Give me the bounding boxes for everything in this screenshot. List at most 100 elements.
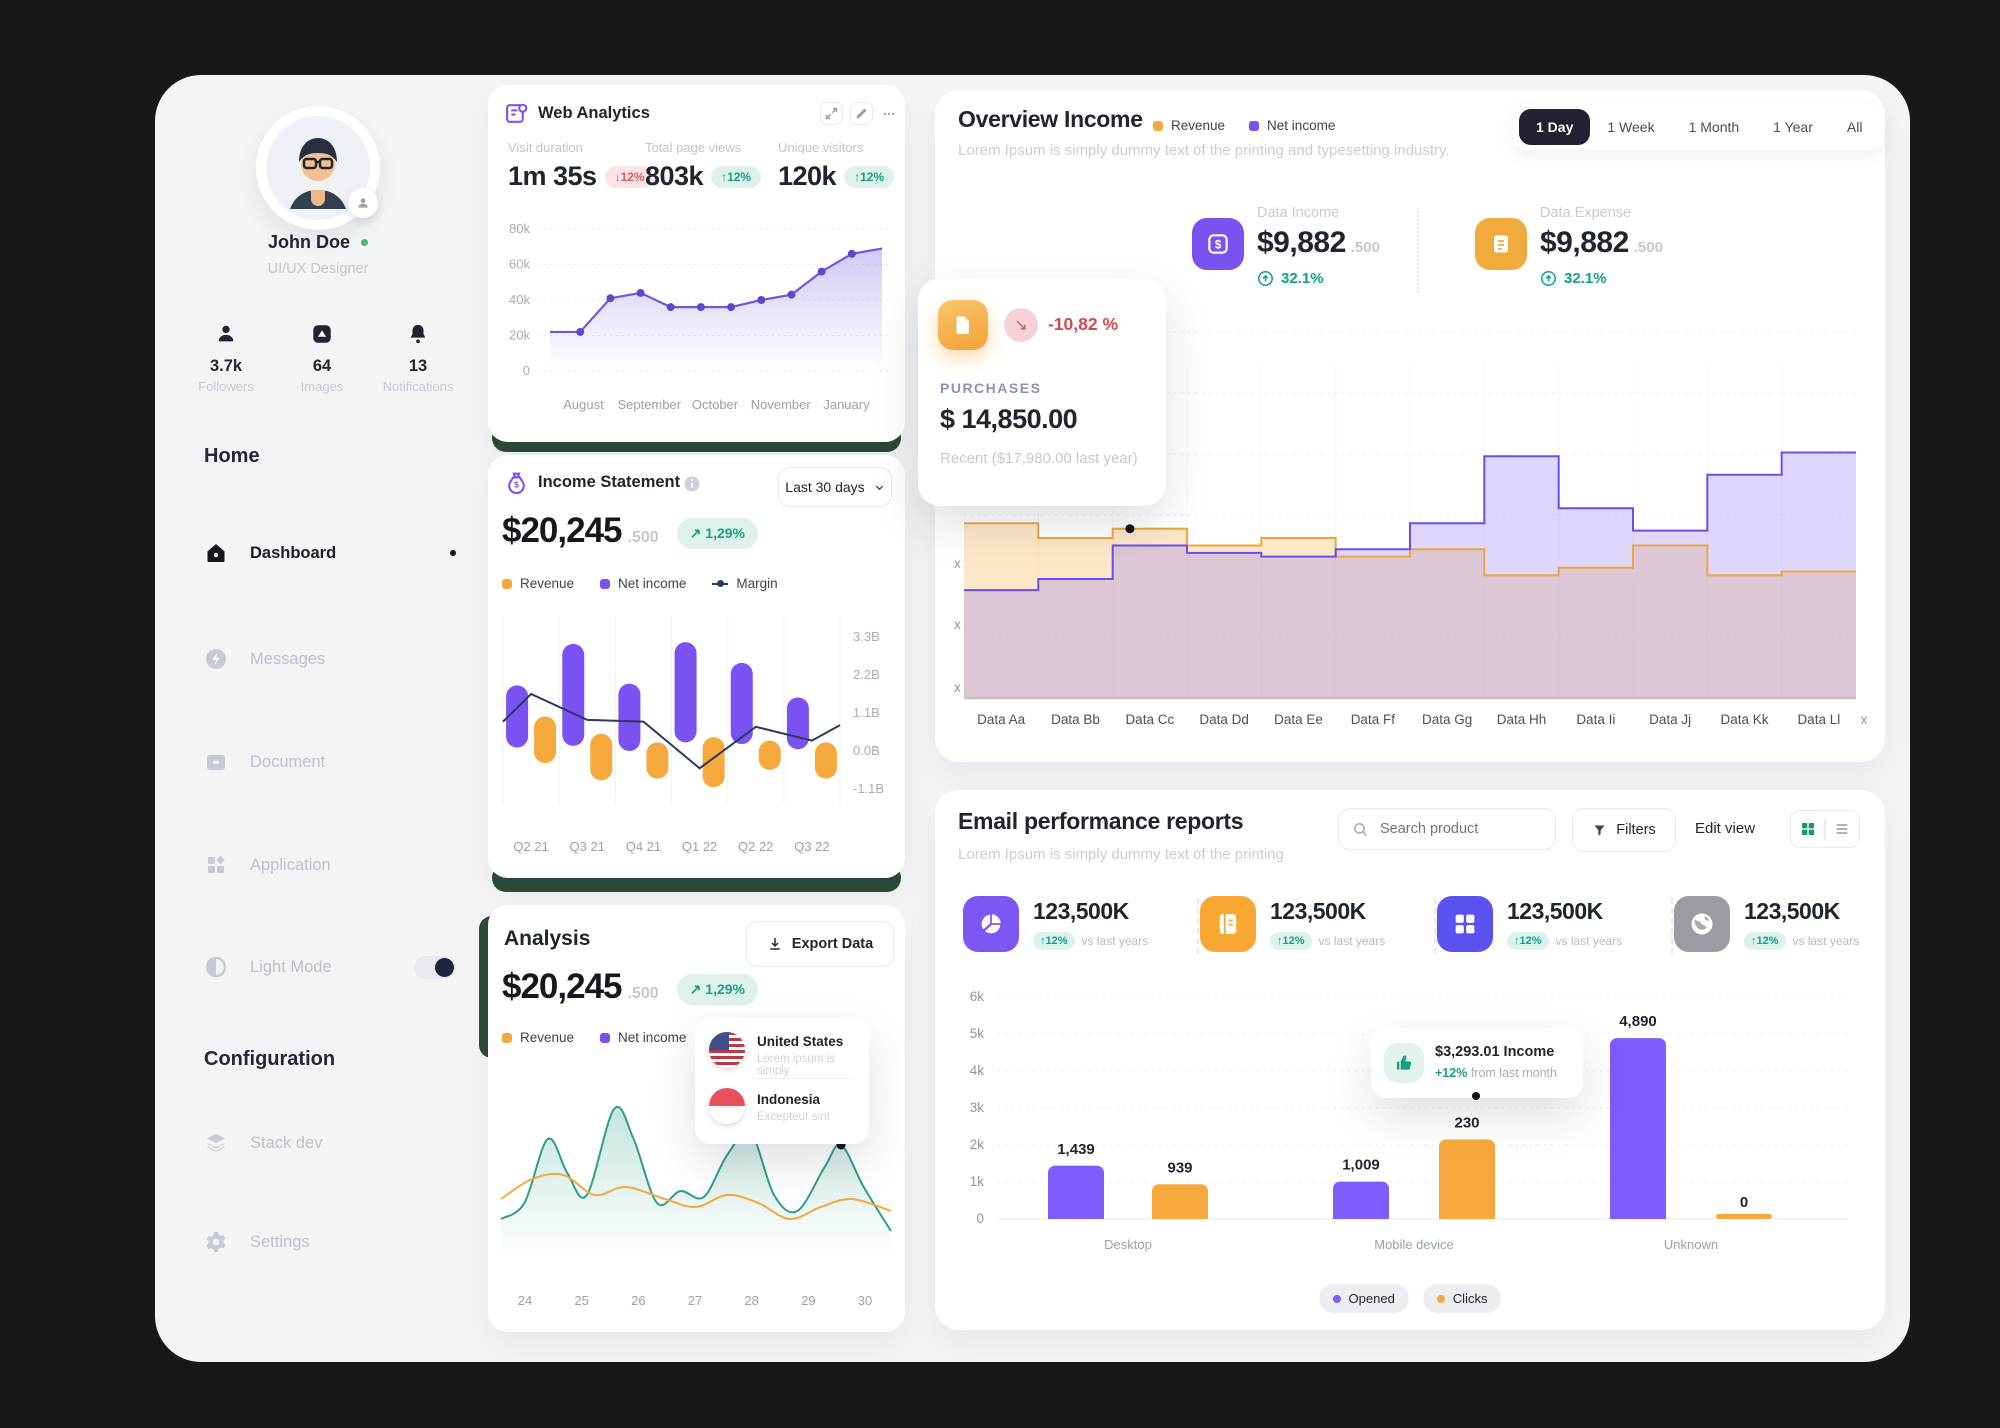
indonesia-flag-icon — [709, 1088, 745, 1124]
tooltip-highlight: +12% — [1435, 1066, 1468, 1080]
filters-button[interactable]: Filters — [1572, 808, 1676, 852]
time-range-tabs: 1 Day 1 Week 1 Month 1 Year All — [1513, 104, 1886, 150]
svg-text:3.3B: 3.3B — [853, 629, 880, 644]
svg-text:1,009: 1,009 — [1342, 1157, 1380, 1174]
tab-1-day[interactable]: 1 Day — [1519, 109, 1591, 145]
sidebar-item-label: Document — [250, 752, 326, 771]
svg-text:Q3 21: Q3 21 — [570, 839, 605, 854]
sidebar-item-settings[interactable]: Settings — [204, 1218, 456, 1266]
svg-text:3k: 3k — [970, 1100, 985, 1115]
legend-clicks[interactable]: Clicks — [1422, 1284, 1502, 1313]
active-dot — [450, 550, 456, 556]
tooltip-subtitle: Lorem ipsum is simply — [757, 1053, 835, 1077]
stat-value: 13 — [408, 357, 428, 375]
svg-text:1.1B: 1.1B — [853, 705, 880, 720]
chart-legend: Revenue Net income — [502, 1030, 686, 1045]
stat-note: vs last years — [1318, 934, 1386, 948]
svg-text:Q3 22: Q3 22 — [794, 839, 829, 854]
tooltip-sub: +12% from last month — [1435, 1066, 1557, 1080]
stat-value: 123,500K — [1033, 898, 1129, 924]
legend-label: Revenue — [1171, 118, 1226, 133]
svg-text:Desktop: Desktop — [1104, 1237, 1152, 1252]
svg-text:$: $ — [514, 480, 519, 490]
gear-icon — [206, 1232, 226, 1252]
web-analytics-icon — [506, 103, 528, 123]
svg-text:Data Kk: Data Kk — [1720, 712, 1768, 727]
tooltip-anchor-dot — [1472, 1092, 1480, 1100]
svg-text:Q2 22: Q2 22 — [738, 839, 773, 854]
info-icon[interactable] — [683, 475, 701, 493]
email-performance-card: Email performance reports Lorem Ipsum is… — [935, 790, 1885, 1330]
sidebar-item-application[interactable]: Application — [204, 841, 456, 889]
legend-opened[interactable]: Opened — [1318, 1284, 1409, 1313]
svg-text:27: 27 — [688, 1293, 702, 1308]
svg-text:1,439: 1,439 — [1057, 1141, 1095, 1158]
amount-value: $20,245 — [502, 511, 623, 550]
sidebar-item-label: Dashboard — [250, 543, 337, 562]
block-label: Data Expense — [1540, 205, 1632, 221]
legend-label: Net income — [618, 576, 687, 591]
filter-icon — [1594, 825, 1605, 836]
list-view-icon[interactable] — [1834, 821, 1850, 837]
sidebar-item-dashboard[interactable]: Dashboard — [204, 529, 456, 577]
grid-view-icon[interactable] — [1800, 821, 1816, 837]
block-decimal: .500 — [1633, 239, 1663, 256]
avatar[interactable] — [256, 106, 380, 230]
export-data-button[interactable]: Export Data — [746, 921, 894, 967]
profile-name: John Doe — [267, 232, 350, 252]
tab-1-month[interactable]: 1 Month — [1688, 119, 1740, 135]
block-change: 32.1% — [1257, 270, 1324, 287]
svg-text:24: 24 — [518, 1293, 532, 1308]
date-range-select[interactable]: Last 30 days — [778, 467, 892, 507]
svg-text:Data Jj: Data Jj — [1649, 712, 1691, 727]
svg-text:2.2B: 2.2B — [853, 667, 880, 682]
svg-text:Data Hh: Data Hh — [1497, 712, 1547, 727]
sidebar-item-document[interactable]: Document — [204, 738, 456, 786]
profile-role: UI/UX Designer — [267, 261, 369, 277]
search-box[interactable] — [1338, 808, 1556, 850]
card-title: Overview Income — [958, 106, 1143, 132]
email-stat-cards: 123,500K ↑12% vs last years 123,500K ↑12% vs … — [935, 894, 1885, 962]
sidebar-item-messages[interactable]: Messages — [204, 635, 456, 683]
stat-label: Total page views — [645, 140, 742, 155]
lightning-icon — [206, 649, 226, 669]
card-title: Web Analytics — [538, 104, 650, 122]
divider — [1824, 818, 1826, 840]
stat-label: Visit duration — [508, 140, 583, 155]
legend-label: Revenue — [520, 576, 575, 591]
svg-text:26: 26 — [631, 1293, 645, 1308]
expand-icon[interactable] — [820, 102, 843, 125]
light-mode-toggle[interactable] — [414, 955, 456, 979]
document-sheet-icon — [938, 300, 988, 350]
svg-text:Mobile device: Mobile device — [1374, 1237, 1454, 1252]
edit-view-button[interactable]: Edit view — [1695, 820, 1756, 837]
tooltip-change: -10,82 % — [1048, 314, 1119, 334]
thumbs-up-icon — [1384, 1043, 1424, 1083]
trend-badge: ↑12% — [844, 165, 895, 188]
section-heading-configuration: Configuration — [204, 1048, 336, 1070]
card-subtitle: Lorem Ipsum is simply dummy text of the … — [958, 142, 1450, 159]
svg-text:Data Bb: Data Bb — [1051, 712, 1100, 727]
chart-legend: Revenue Net income Margin — [502, 576, 778, 591]
pencil-icon[interactable] — [850, 102, 873, 125]
email-stat-card: 123,500K ↑12% vs last years — [1437, 894, 1673, 958]
sidebar-item-stack-dev[interactable]: Stack dev — [204, 1119, 456, 1167]
sidebar-item-light-mode[interactable]: Light Mode — [204, 943, 456, 991]
tab-1-week[interactable]: 1 Week — [1607, 119, 1655, 135]
svg-text:Data Ii: Data Ii — [1576, 712, 1615, 727]
svg-text:$: $ — [1215, 238, 1222, 252]
chart-legend: Opened Clicks — [935, 1284, 1885, 1313]
person-icon — [358, 198, 368, 208]
amount-value: $20,245 — [502, 967, 623, 1006]
tab-1-year[interactable]: 1 Year — [1773, 119, 1813, 135]
card-title: Income Statement — [538, 473, 681, 491]
tab-all[interactable]: All — [1846, 119, 1863, 135]
purchases-tooltip: ↘ -10,82 % PURCHASES $ 14,850.00 Recent … — [918, 278, 1166, 506]
stat-label: Notifications — [382, 379, 454, 394]
tooltip-note: Recent ($17,980.00 last year) — [940, 450, 1138, 467]
svg-text:Q2 21: Q2 21 — [513, 839, 548, 854]
svg-text:60k: 60k — [509, 257, 530, 272]
ellipsis-icon[interactable] — [881, 107, 897, 121]
search-input[interactable] — [1378, 820, 1532, 838]
dollar-square-icon: $ — [1192, 218, 1244, 270]
